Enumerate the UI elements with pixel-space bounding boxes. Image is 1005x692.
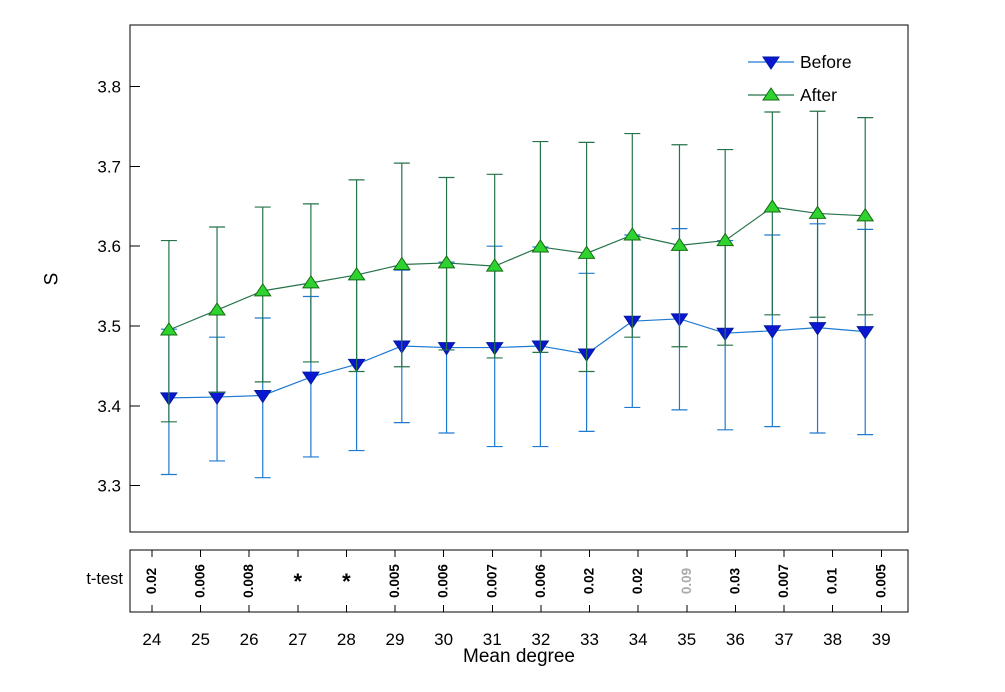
data-marker-after — [208, 302, 226, 316]
x-tick-label: 37 — [775, 630, 794, 649]
t-test-row-label: t-test — [86, 570, 123, 588]
t-test-value: 0.006 — [533, 564, 548, 598]
t-test-value: 0.02 — [630, 568, 645, 594]
y-tick-label: 3.6 — [97, 237, 121, 256]
data-marker-after — [623, 227, 642, 241]
data-marker-before — [253, 389, 272, 404]
t-test-value: 0.01 — [825, 567, 840, 594]
x-tick-label: 33 — [580, 630, 599, 649]
data-marker-after — [159, 322, 178, 336]
y-tick-label: 3.7 — [97, 157, 121, 176]
data-marker-after — [253, 282, 272, 297]
t-test-value: 0.02 — [582, 568, 597, 594]
data-marker-after — [716, 232, 735, 247]
x-tick-label: 24 — [142, 630, 161, 649]
t-test-asterisk: * — [293, 569, 302, 594]
t-test-asterisk: * — [342, 569, 351, 594]
data-marker-before — [856, 326, 875, 340]
t-test-value: 0.09 — [679, 568, 694, 594]
x-tick-label: 34 — [629, 630, 648, 649]
legend-label-before: Before — [800, 52, 852, 72]
t-test-value: 0.007 — [776, 564, 791, 598]
x-axis-label: Mean degree — [463, 646, 575, 667]
x-tick-label: 30 — [434, 630, 453, 649]
plot-frame — [129, 24, 909, 533]
legend-label-after: After — [800, 85, 837, 105]
series-line-before — [168, 318, 866, 399]
data-marker-before — [301, 371, 320, 386]
data-marker-after — [437, 255, 456, 269]
t-test-value: 0.005 — [873, 564, 888, 598]
t-test-value: 0.02 — [144, 568, 159, 594]
t-test-box — [129, 549, 909, 613]
t-test-value: 0.006 — [436, 564, 451, 598]
data-marker-after — [670, 237, 689, 251]
series-line-after — [168, 206, 866, 331]
x-tick-label: 29 — [386, 630, 405, 649]
data-marker-after — [808, 205, 827, 219]
data-marker-after — [347, 267, 366, 281]
data-marker-after — [856, 207, 875, 222]
t-test-value: 0.007 — [484, 564, 499, 598]
data-marker-before — [808, 322, 827, 336]
data-marker-after — [763, 199, 782, 213]
x-tick-label: 26 — [240, 630, 259, 649]
data-marker-after — [301, 274, 320, 289]
t-test-value: 0.03 — [727, 567, 742, 594]
t-test-value: 0.005 — [387, 564, 402, 598]
x-tick-label: 39 — [872, 630, 891, 649]
legend-marker-before — [762, 56, 780, 70]
x-tick-label: 32 — [531, 630, 550, 649]
t-test-value: 0.008 — [241, 564, 256, 598]
x-tick-label: 27 — [288, 630, 307, 649]
data-marker-after — [392, 256, 411, 271]
y-tick-label: 3.4 — [97, 397, 121, 416]
y-axis-label: S — [41, 272, 63, 286]
y-tick-label: 3.8 — [97, 77, 121, 96]
x-tick-label: 35 — [677, 630, 696, 649]
data-marker-after — [577, 245, 596, 259]
y-tick-label: 3.5 — [97, 317, 121, 336]
data-marker-after — [485, 258, 504, 272]
x-tick-label: 25 — [191, 630, 210, 649]
y-tick-label: 3.3 — [97, 477, 121, 496]
x-tick-label: 36 — [726, 630, 745, 649]
data-marker-after — [531, 239, 550, 253]
t-test-value: 0.006 — [193, 564, 208, 598]
x-tick-label: 28 — [337, 630, 356, 649]
data-marker-before — [763, 325, 782, 339]
legend-marker-after — [762, 87, 780, 101]
x-tick-label: 38 — [823, 630, 842, 649]
data-marker-before — [208, 391, 226, 405]
x-tick-label: 31 — [483, 630, 502, 649]
